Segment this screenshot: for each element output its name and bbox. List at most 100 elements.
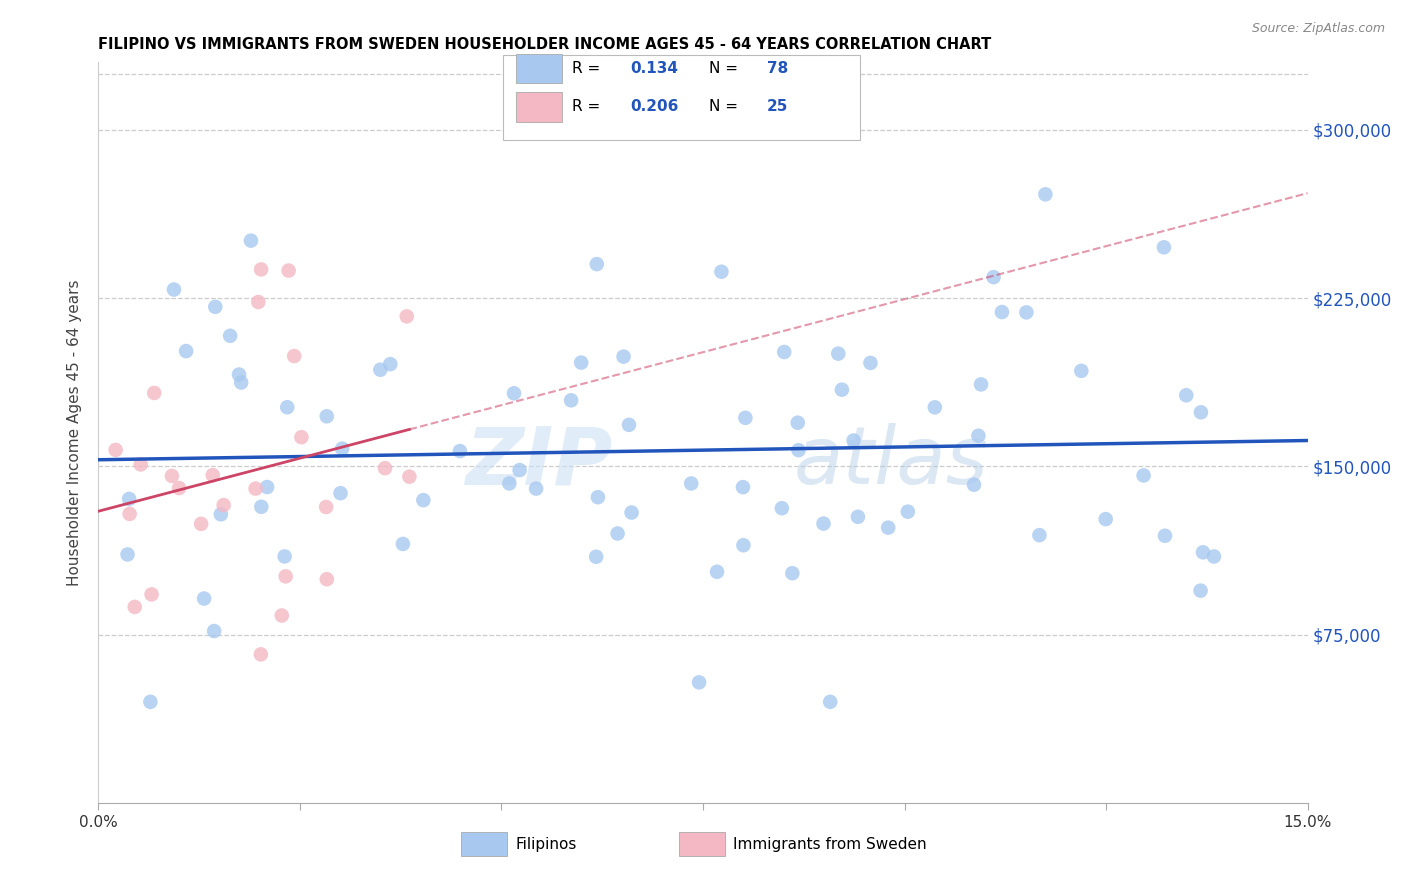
Point — [212, 498, 235, 512]
Text: atlas: atlas — [793, 423, 988, 501]
Point — [395, 310, 418, 324]
Text: N =: N = — [709, 99, 742, 114]
Text: 78: 78 — [768, 61, 789, 76]
Point — [734, 410, 756, 425]
Point — [245, 482, 267, 496]
FancyBboxPatch shape — [503, 55, 860, 140]
Y-axis label: Householder Income Ages 45 - 64 years: Householder Income Ages 45 - 64 years — [67, 279, 83, 586]
FancyBboxPatch shape — [679, 832, 724, 856]
Point — [118, 491, 141, 506]
Point — [924, 401, 946, 415]
Point — [1070, 364, 1092, 378]
Point — [250, 648, 273, 662]
Point — [787, 443, 810, 458]
Text: 0.134: 0.134 — [630, 61, 679, 76]
Point — [617, 417, 640, 432]
Point — [1192, 545, 1215, 559]
Point — [370, 362, 392, 376]
Point — [104, 442, 127, 457]
Point — [270, 608, 292, 623]
Point — [202, 624, 225, 638]
Point — [786, 416, 808, 430]
Text: 25: 25 — [768, 99, 789, 114]
Point — [380, 357, 402, 371]
Point — [329, 486, 352, 500]
Point — [813, 516, 835, 531]
Point — [613, 350, 636, 364]
Point — [290, 430, 312, 444]
Point — [991, 305, 1014, 319]
FancyBboxPatch shape — [516, 92, 561, 121]
Point — [1175, 388, 1198, 402]
Text: FILIPINO VS IMMIGRANTS FROM SWEDEN HOUSEHOLDER INCOME AGES 45 - 64 YEARS CORRELA: FILIPINO VS IMMIGRANTS FROM SWEDEN HOUSE… — [98, 37, 991, 52]
Point — [1035, 187, 1057, 202]
Point — [250, 500, 273, 514]
Point — [509, 463, 531, 477]
Point — [330, 442, 353, 456]
Point — [569, 356, 592, 370]
Point — [374, 461, 396, 475]
Point — [503, 386, 526, 401]
Point — [283, 349, 305, 363]
Point — [204, 300, 226, 314]
Point — [706, 565, 728, 579]
Point — [273, 549, 295, 564]
FancyBboxPatch shape — [516, 54, 561, 83]
Point — [710, 265, 733, 279]
Point — [315, 409, 337, 424]
Point — [1132, 468, 1154, 483]
Point — [276, 401, 298, 415]
Point — [498, 476, 520, 491]
Point — [1154, 529, 1177, 543]
Point — [773, 345, 796, 359]
Point — [160, 469, 183, 483]
Text: 0.206: 0.206 — [630, 99, 679, 114]
Point — [842, 434, 865, 448]
Text: Source: ZipAtlas.com: Source: ZipAtlas.com — [1251, 22, 1385, 36]
Point — [681, 476, 703, 491]
Point — [139, 695, 162, 709]
Text: R =: R = — [572, 99, 606, 114]
Point — [831, 383, 853, 397]
Point — [606, 526, 628, 541]
Point — [1094, 512, 1116, 526]
Point — [897, 505, 920, 519]
Text: N =: N = — [709, 61, 742, 76]
Point — [983, 270, 1005, 285]
Point — [967, 428, 990, 442]
Point — [239, 234, 262, 248]
Point — [1015, 305, 1038, 319]
Point — [585, 257, 607, 271]
Point — [733, 538, 755, 552]
Point — [193, 591, 215, 606]
Point — [118, 507, 141, 521]
Point — [231, 376, 253, 390]
Point — [412, 493, 434, 508]
Point — [163, 283, 186, 297]
Point — [1189, 583, 1212, 598]
Point — [449, 444, 471, 458]
Point — [247, 295, 270, 310]
Point — [688, 675, 710, 690]
Point — [277, 263, 299, 277]
Point — [827, 346, 849, 360]
Point — [963, 477, 986, 491]
Point — [585, 549, 607, 564]
Text: ZIP: ZIP — [465, 423, 613, 501]
Point — [877, 521, 900, 535]
Point — [731, 480, 754, 494]
Point — [143, 386, 166, 401]
Point — [256, 480, 278, 494]
Point — [620, 506, 643, 520]
Point — [190, 516, 212, 531]
Point — [228, 368, 250, 382]
Point — [250, 262, 273, 277]
Point — [782, 566, 804, 581]
Point — [1153, 240, 1175, 254]
Point — [1202, 549, 1225, 564]
Point — [560, 393, 582, 408]
Point — [1189, 405, 1212, 419]
FancyBboxPatch shape — [461, 832, 508, 856]
Point — [398, 469, 420, 483]
Point — [970, 377, 993, 392]
